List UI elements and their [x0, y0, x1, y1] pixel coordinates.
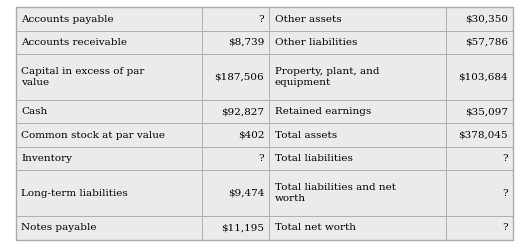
Text: Common stock at par value: Common stock at par value: [21, 131, 165, 140]
Text: $378,045: $378,045: [458, 131, 508, 140]
Text: $11,195: $11,195: [221, 224, 264, 232]
Bar: [446, 31, 513, 54]
Text: Cash: Cash: [21, 107, 48, 116]
Text: ?: ?: [502, 154, 508, 163]
Text: $30,350: $30,350: [465, 15, 508, 23]
Text: Capital in excess of par
value: Capital in excess of par value: [21, 67, 144, 87]
Bar: [269, 124, 446, 147]
Bar: [202, 216, 269, 240]
Text: Property, plant, and
equipment: Property, plant, and equipment: [275, 67, 379, 87]
Bar: [16, 170, 202, 216]
Bar: [446, 170, 513, 216]
Bar: [446, 100, 513, 124]
Text: $402: $402: [238, 131, 264, 140]
Bar: [202, 170, 269, 216]
Bar: [269, 7, 446, 31]
Bar: [446, 124, 513, 147]
Bar: [202, 147, 269, 170]
Text: Total net worth: Total net worth: [275, 224, 356, 232]
Text: Notes payable: Notes payable: [21, 224, 97, 232]
Bar: [16, 100, 202, 124]
Bar: [269, 147, 446, 170]
Text: Retained earnings: Retained earnings: [275, 107, 371, 116]
Bar: [269, 54, 446, 100]
Bar: [269, 100, 446, 124]
Bar: [16, 216, 202, 240]
Bar: [202, 31, 269, 54]
Bar: [446, 216, 513, 240]
Text: ?: ?: [259, 15, 264, 23]
Text: Total liabilities and net
worth: Total liabilities and net worth: [275, 183, 396, 203]
Bar: [16, 54, 202, 100]
Text: $8,739: $8,739: [228, 38, 264, 47]
Text: ?: ?: [259, 154, 264, 163]
Text: ?: ?: [502, 224, 508, 232]
Bar: [202, 54, 269, 100]
Text: Inventory: Inventory: [21, 154, 72, 163]
Text: $57,786: $57,786: [465, 38, 508, 47]
Bar: [269, 170, 446, 216]
Bar: [446, 54, 513, 100]
Bar: [202, 100, 269, 124]
Bar: [446, 147, 513, 170]
Text: Accounts payable: Accounts payable: [21, 15, 114, 23]
Bar: [16, 124, 202, 147]
Bar: [269, 31, 446, 54]
Text: Other assets: Other assets: [275, 15, 341, 23]
Bar: [16, 7, 202, 31]
Text: Long-term liabilities: Long-term liabilities: [21, 189, 128, 198]
Text: ?: ?: [502, 189, 508, 198]
Text: $103,684: $103,684: [458, 73, 508, 82]
Text: $9,474: $9,474: [228, 189, 264, 198]
Bar: [16, 31, 202, 54]
Bar: [16, 147, 202, 170]
Bar: [202, 124, 269, 147]
Bar: [446, 7, 513, 31]
Text: $92,827: $92,827: [221, 107, 264, 116]
Text: Total liabilities: Total liabilities: [275, 154, 353, 163]
Text: Accounts receivable: Accounts receivable: [21, 38, 127, 47]
Text: Total assets: Total assets: [275, 131, 337, 140]
Text: $187,506: $187,506: [215, 73, 264, 82]
Text: Other liabilities: Other liabilities: [275, 38, 357, 47]
Bar: [269, 216, 446, 240]
Text: $35,097: $35,097: [465, 107, 508, 116]
Bar: [202, 7, 269, 31]
